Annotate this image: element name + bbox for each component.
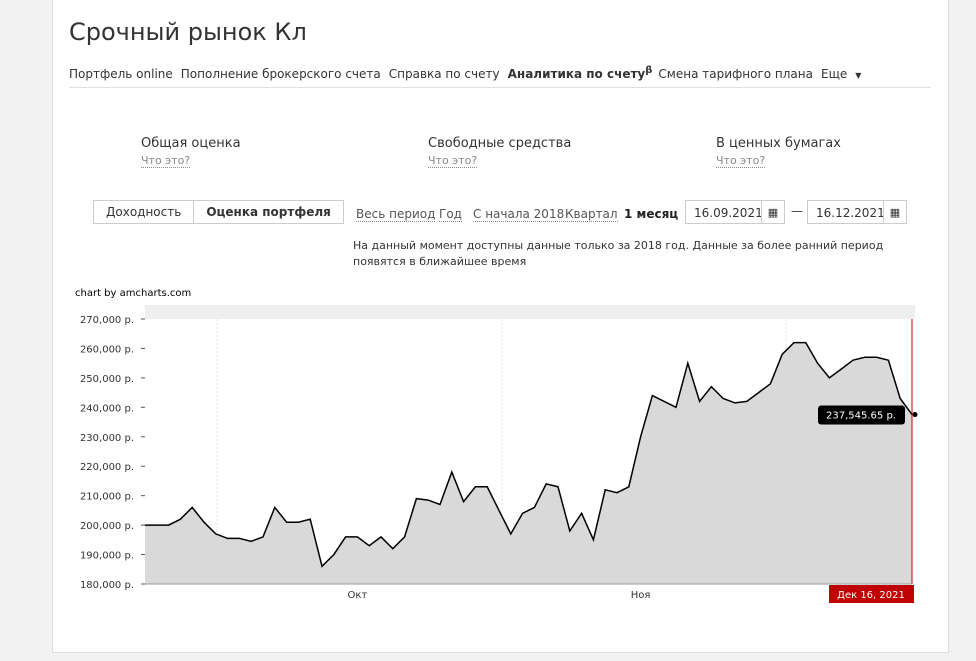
x-tick-label: Ноя	[631, 590, 651, 601]
chart: chart by amcharts.com 180,000 р. 190,000 …	[75, 288, 918, 603]
chart-credit: chart by amcharts.com	[75, 288, 191, 299]
nav-link[interactable]: Пополнение брокерского счета	[180, 67, 381, 81]
summary-label: Общая оценка	[141, 136, 241, 151]
cursor-label: Дек 16, 2021	[837, 590, 905, 601]
nav-link[interactable]: Смена тарифного плана	[658, 67, 813, 81]
date-separator: —	[791, 204, 803, 218]
caret: ▼	[855, 71, 862, 80]
cursor-label-box	[829, 585, 914, 603]
nav: Портфель online Пополнение брокерского сч…	[69, 65, 869, 81]
notice: На данный момент доступны данные только …	[353, 239, 884, 268]
summary: Свободные средства Что это?	[428, 136, 571, 168]
nav-link[interactable]: Еще	[821, 67, 848, 81]
nav-link[interactable]: Портфель online	[69, 67, 173, 81]
summary-label: Свободные средства	[428, 136, 572, 151]
date-text: 16.09.2021	[694, 206, 763, 220]
period[interactable]: Весь период	[356, 207, 436, 222]
y-tick-label: 210,000 р.	[80, 492, 134, 503]
date-to[interactable]: 16.12.2021 ▦	[807, 200, 907, 224]
divider	[69, 87, 931, 88]
y-tick-label: 260,000 р.	[80, 344, 134, 355]
y-tick-label: 220,000 р.	[80, 462, 134, 473]
calendar-icon[interactable]: ▦	[883, 201, 906, 223]
y-tick-label: 270,000 р.	[80, 315, 134, 326]
period-active[interactable]: 1 месяц	[624, 207, 679, 221]
tooltip-box	[818, 405, 905, 425]
page-title: Срочный рынок Кл	[69, 18, 307, 46]
cursor-dot	[912, 412, 918, 418]
y-tick-label: 200,000 р.	[80, 521, 134, 532]
summary: В ценных бумагах Что это?	[716, 136, 841, 168]
tab-active[interactable]: Оценка портфеля	[194, 200, 344, 224]
tooltip-text: 237,545.65 р.	[826, 411, 896, 422]
period[interactable]: Квартал	[565, 207, 618, 222]
help-link[interactable]: Что это?	[428, 154, 478, 168]
period[interactable]: Год	[439, 207, 462, 222]
beta: β	[645, 65, 653, 76]
period[interactable]: С начала 2018	[473, 207, 565, 222]
summary-label: В ценных бумагах	[716, 136, 841, 151]
help-link[interactable]: Что это?	[716, 154, 766, 168]
scrollbar[interactable]	[145, 305, 915, 319]
nav-link[interactable]: Справка по счету	[388, 67, 500, 81]
y-tick-label: 240,000 р.	[80, 403, 134, 414]
tabs: Доходность Оценка портфеля	[93, 200, 344, 224]
date-text: 16.12.2021	[816, 206, 885, 220]
y-tick-label: 180,000 р.	[80, 580, 134, 591]
y-tick-label: 230,000 р.	[80, 433, 134, 444]
area	[145, 342, 912, 584]
x-tick-label: Окт	[348, 590, 368, 601]
nav-link[interactable]: Аналитика по счету	[507, 67, 646, 81]
help-link[interactable]: Что это?	[141, 154, 191, 168]
calendar-icon[interactable]: ▦	[761, 201, 784, 223]
line	[145, 341, 913, 568]
y-tick-label: 190,000 р.	[80, 551, 134, 562]
y-tick-label: 250,000 р.	[80, 374, 134, 385]
date-from[interactable]: 16.09.2021 ▦	[685, 200, 785, 224]
tab[interactable]: Доходность	[93, 200, 195, 224]
summary: Общая оценка Что это?	[141, 136, 241, 168]
